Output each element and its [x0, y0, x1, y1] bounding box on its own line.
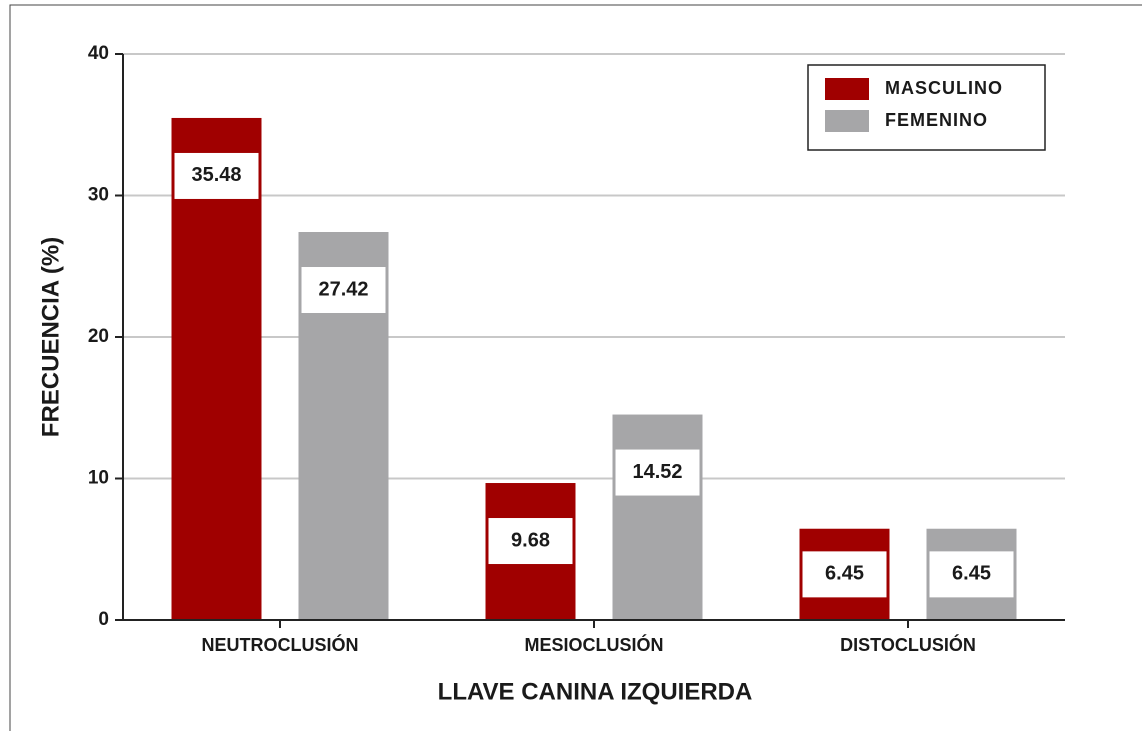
value-label: 9.68 [511, 529, 550, 551]
value-label-box [301, 267, 386, 314]
y-tick-label: 0 [98, 609, 109, 630]
value-label: 27.42 [318, 278, 368, 300]
x-axis-title: LLAVE CANINA IZQUIERDA [438, 678, 753, 705]
x-tick-label: MESIOCLUSIÓN [524, 634, 663, 655]
value-label: 14.52 [632, 461, 682, 483]
legend-swatch [825, 110, 869, 132]
value-label: 6.45 [825, 563, 864, 585]
bar [612, 414, 703, 620]
value-label: 6.45 [952, 563, 991, 585]
frame [9, 4, 1142, 731]
value-label-box [488, 518, 573, 565]
y-tick-label: 30 [88, 185, 109, 206]
y-tick-label: 40 [88, 43, 109, 64]
value-label-box [174, 152, 259, 199]
value-label-box [929, 551, 1014, 598]
value-label-box [615, 449, 700, 496]
y-tick-label: 20 [88, 326, 109, 347]
legend-swatch [825, 78, 869, 100]
y-axis-title: FRECUENCIA (%) [37, 237, 64, 437]
x-tick-label: NEUTROCLUSIÓN [202, 634, 359, 655]
value-label: 35.48 [191, 164, 241, 186]
legend-label: MASCULINO [885, 78, 1003, 98]
y-tick-label: 10 [88, 468, 109, 489]
value-label-box [802, 551, 887, 598]
bar [171, 117, 262, 620]
legend-label: FEMENINO [885, 110, 988, 130]
x-tick-label: DISTOCLUSIÓN [840, 634, 976, 655]
